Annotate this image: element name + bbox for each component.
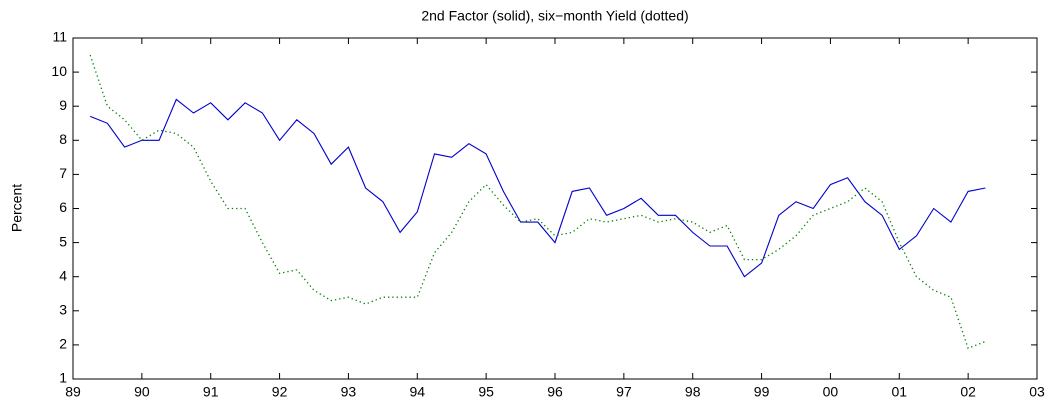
y-tick-label: 1 <box>59 370 67 386</box>
chart-title: 2nd Factor (solid), six−month Yield (dot… <box>421 8 688 24</box>
x-tick-label: 90 <box>134 384 150 400</box>
series-line <box>89 54 986 350</box>
x-tick-label: 91 <box>203 384 219 400</box>
x-tick-label: 95 <box>478 384 494 400</box>
x-tick-label: 02 <box>960 384 976 400</box>
x-tick-label: 92 <box>272 384 288 400</box>
x-tick-label: 94 <box>409 384 425 400</box>
x-tick-label: 97 <box>616 384 632 400</box>
series-line <box>89 98 986 278</box>
x-tick-label: 89 <box>65 384 81 400</box>
x-tick-label: 96 <box>547 384 563 400</box>
x-tick-label: 93 <box>341 384 357 400</box>
y-tick-label: 3 <box>59 302 67 318</box>
y-tick-label: 5 <box>59 233 67 249</box>
x-tick-label: 98 <box>685 384 701 400</box>
y-tick-label: 11 <box>52 29 67 45</box>
y-tick-label: 9 <box>59 97 67 113</box>
x-tick-label: 99 <box>754 384 770 400</box>
x-tick-label: 00 <box>823 384 839 400</box>
x-tick-label: 01 <box>891 384 907 400</box>
y-axis-label: Percent <box>9 184 25 232</box>
y-tick-label: 10 <box>51 63 67 79</box>
x-tick-label: 03 <box>1029 384 1045 400</box>
y-tick-label: 8 <box>59 131 67 147</box>
plot-frame <box>72 37 1038 380</box>
y-tick-label: 4 <box>59 267 67 283</box>
y-tick-label: 6 <box>59 199 67 215</box>
y-tick-label: 2 <box>59 336 67 352</box>
y-tick-label: 7 <box>59 165 67 181</box>
